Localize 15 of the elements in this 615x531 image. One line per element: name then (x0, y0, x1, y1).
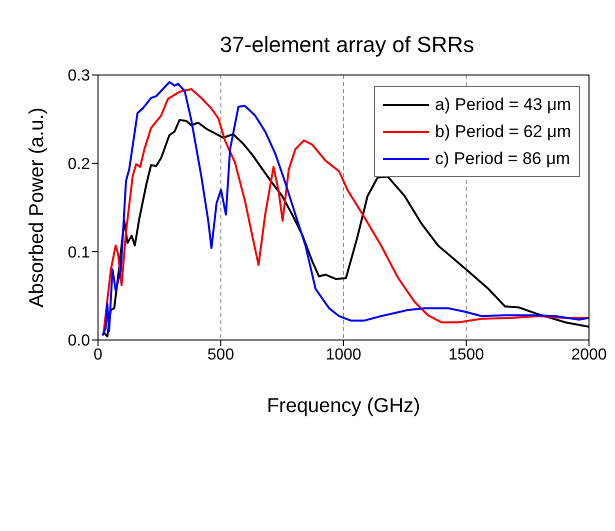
y-tick-label: 0.3 (68, 68, 90, 85)
y-axis-title: Absorbed Power (a.u.) (26, 107, 48, 308)
y-tick-label: 0.2 (68, 156, 90, 174)
x-tick-label: 500 (207, 346, 234, 364)
legend-label: a) Period = 43 μm (435, 94, 571, 116)
y-tick-label: 0.0 (68, 332, 90, 350)
y-tick-label: 0.1 (68, 244, 90, 262)
chart-title: 37-element array of SRRs (218, 32, 476, 58)
legend-label: c) Period = 86 μm (435, 148, 570, 170)
x-axis-title: Frequency (GHz) (266, 395, 420, 418)
x-tick-label: 2000 (571, 346, 607, 364)
legend-label: b) Period = 62 μm (435, 121, 571, 143)
x-tick-label: 0 (94, 346, 103, 364)
x-tick-label: 1500 (448, 346, 484, 364)
x-tick-label: 1000 (326, 346, 362, 364)
